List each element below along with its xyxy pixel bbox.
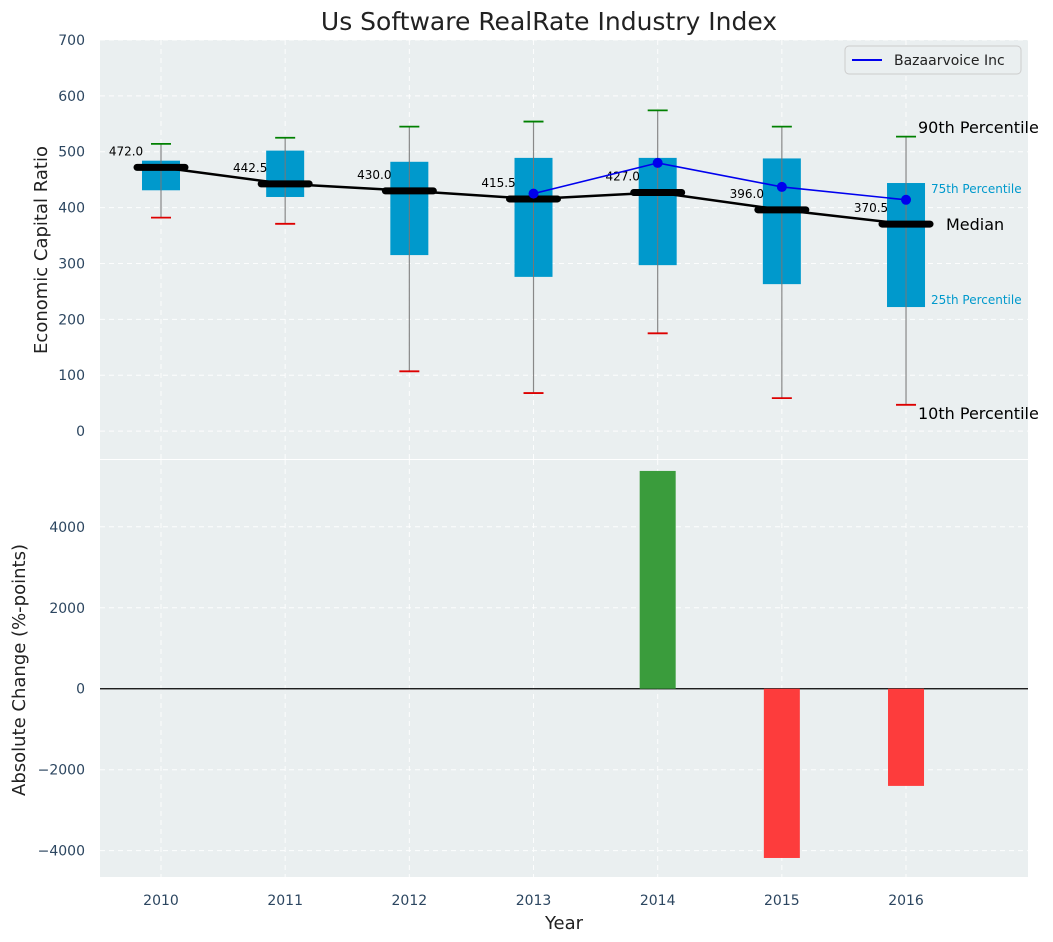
bottom-y-tick-label: −2000 <box>38 763 85 779</box>
annotation-90th-percentile: 90th Percentile <box>918 118 1039 137</box>
bottom-y-tick-label: 2000 <box>49 601 85 617</box>
box-2016: 370.5 <box>854 135 934 406</box>
x-tick-label: 2015 <box>764 893 800 909</box>
top-y-tick-label: 200 <box>58 312 85 328</box>
top-y-tick-label: 700 <box>58 33 85 49</box>
median-value-label: 442.5 <box>233 161 267 175</box>
company-point-2015 <box>776 181 787 192</box>
annotation-median: Median <box>946 215 1004 234</box>
bottom-y-tick-label: 4000 <box>49 520 85 536</box>
top-y-tick-label: 600 <box>58 89 85 105</box>
change-bar-2015 <box>763 688 800 858</box>
median-trend <box>160 166 907 226</box>
box-2014: 427.0 <box>606 109 686 335</box>
top-y-tick-label: 0 <box>76 424 85 440</box>
annotation-10th-percentile: 10th Percentile <box>918 404 1039 423</box>
company-point-2013 <box>528 188 539 199</box>
median-value-label: 396.0 <box>730 187 764 201</box>
top-y-tick-label: 400 <box>58 201 85 217</box>
company-series <box>528 157 912 205</box>
bottom-y-axis-title: Absolute Change (%-points) <box>9 544 30 796</box>
top-y-tick-label: 100 <box>58 368 85 384</box>
company-point-2016 <box>901 194 912 205</box>
median-value-label: 370.5 <box>854 201 888 215</box>
change-bars <box>639 470 925 858</box>
legend-label: Bazaarvoice Inc <box>894 53 1005 69</box>
bottom-grid <box>100 460 1028 877</box>
legend-box <box>844 45 1022 75</box>
top-plot-background <box>100 40 1028 459</box>
top-y-tick-label: 500 <box>58 145 85 161</box>
bottom-y-tick-label: −4000 <box>38 844 85 860</box>
annotation-75th-percentile: 75th Percentile <box>931 182 1022 196</box>
median-trend-line <box>160 166 907 226</box>
x-tick-label: 2016 <box>888 893 924 909</box>
x-tick-label: 2014 <box>640 893 676 909</box>
top-y-tick-labels: 0 100 200 300 400 500 600 700 <box>58 33 85 440</box>
legend: Bazaarvoice Inc <box>844 45 1022 75</box>
bottom-y-tick-label: 0 <box>76 682 85 698</box>
median-value-label: 430.0 <box>357 168 391 182</box>
change-bar-2014 <box>639 470 676 689</box>
x-tick-label: 2010 <box>143 893 179 909</box>
change-bar-2016 <box>888 688 925 786</box>
median-value-label: 472.0 <box>109 144 143 158</box>
company-point-2014 <box>652 157 663 168</box>
top-y-axis-title: Economic Capital Ratio <box>31 146 52 354</box>
x-tick-label: 2012 <box>392 893 428 909</box>
box-plot-series: 472.0 442.5 430.0 415.5 427.0 396.0 370.5 <box>109 109 934 406</box>
top-y-tick-label: 300 <box>58 256 85 272</box>
annotation-25th-percentile: 25th Percentile <box>931 293 1022 307</box>
bottom-plot-background <box>100 460 1028 877</box>
x-axis-title: Year <box>544 913 584 934</box>
bottom-y-tick-labels: −4000 −2000 0 2000 4000 <box>38 520 85 860</box>
company-line <box>533 162 907 201</box>
x-tick-label: 2013 <box>516 893 552 909</box>
x-tick-labels: 2010 2011 2012 2013 2014 2015 2016 <box>143 893 924 909</box>
x-tick-label: 2011 <box>267 893 303 909</box>
median-value-label: 415.5 <box>481 176 515 190</box>
box-2012: 430.0 <box>357 125 437 373</box>
chart-title: Us Software RealRate Industry Index <box>321 7 777 36</box>
